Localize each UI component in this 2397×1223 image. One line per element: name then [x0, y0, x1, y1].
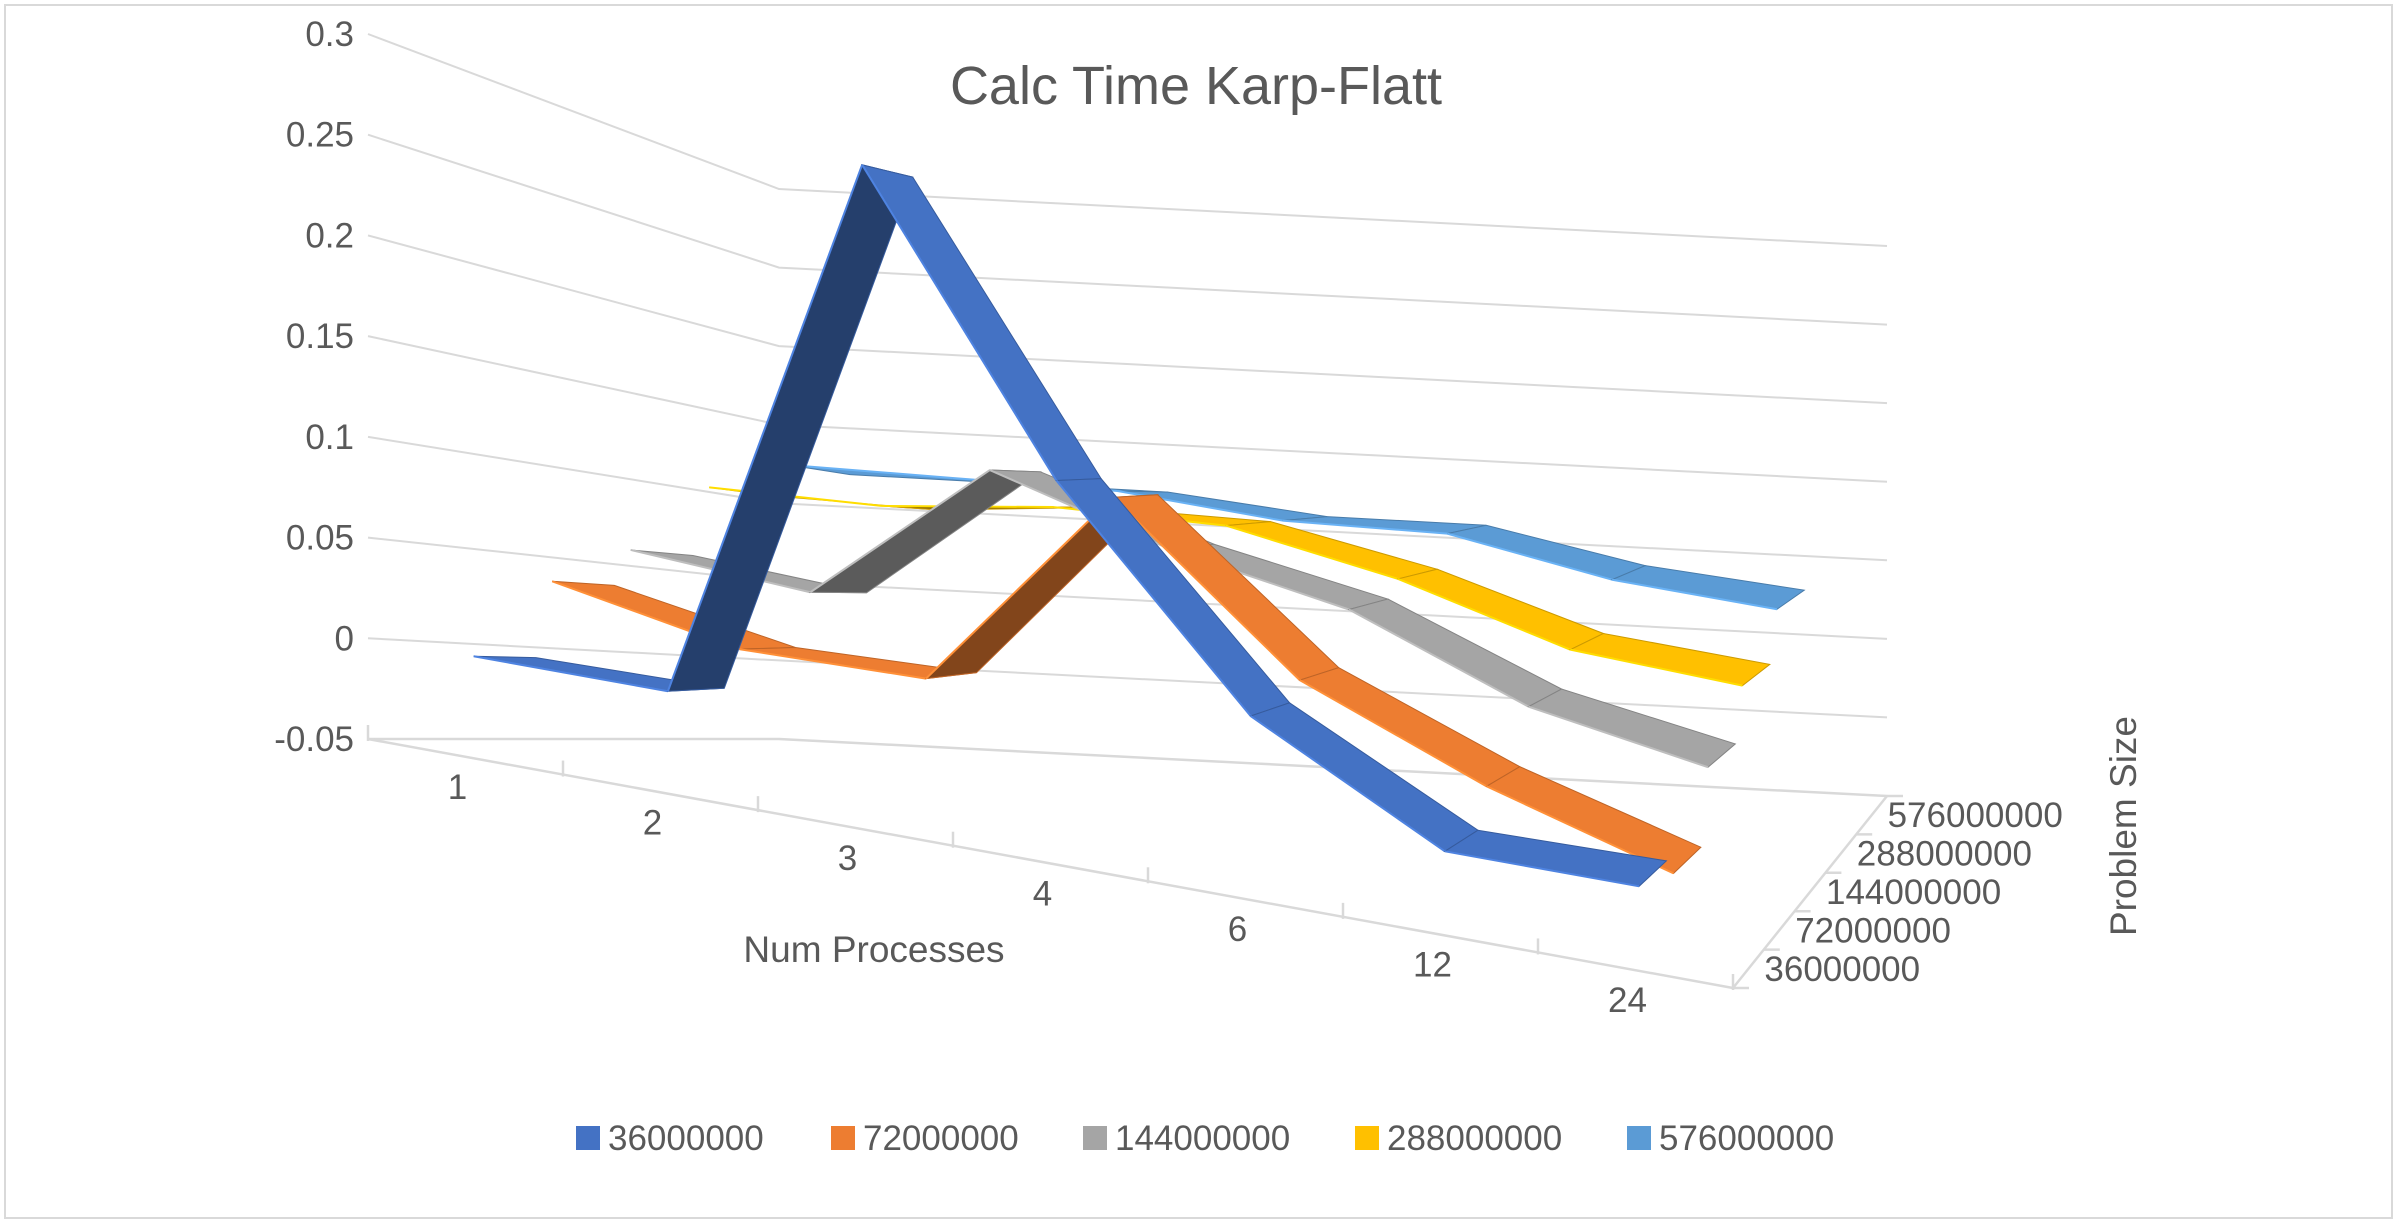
series-edge	[1570, 648, 1743, 687]
series-edge	[666, 164, 864, 692]
x-tick-label: 12	[1413, 946, 1452, 985]
series-edge	[1112, 496, 1301, 681]
legend-item: 288000000	[1355, 1119, 1562, 1158]
depth-tick-label: 288000000	[1857, 835, 2032, 874]
x-tick-label: 2	[643, 803, 662, 842]
legend-item: 72000000	[831, 1119, 1019, 1158]
series-edge	[925, 496, 1114, 680]
legend-swatch	[1083, 1126, 1107, 1150]
chart-area: Calc Time Karp-Flatt -0.05 0 0.05 0.1 0.15 0.…	[4, 4, 2393, 1219]
series-edge	[1348, 608, 1529, 708]
series-edge	[861, 164, 1058, 482]
y-tick-label: -0.05	[274, 720, 354, 759]
x-tick-label: 24	[1608, 981, 1647, 1020]
legend-swatch	[831, 1126, 855, 1150]
series-segment	[1568, 632, 1771, 687]
y-gridline	[367, 335, 1888, 483]
series-segment	[1610, 565, 1806, 610]
series-segment	[1447, 524, 1647, 581]
x-axis-title: Num Processes	[743, 929, 1004, 970]
depth-tick-label: 144000000	[1826, 873, 2001, 912]
legend-swatch	[1355, 1126, 1379, 1150]
series-edge	[1225, 524, 1399, 580]
series-edge	[1446, 532, 1613, 581]
series-ribbon	[473, 164, 1668, 888]
series-edge	[1282, 519, 1448, 535]
series-segment	[808, 469, 1042, 594]
y-tick-label: 0.1	[305, 418, 354, 457]
depth-axis-line	[1732, 795, 1888, 989]
x-axis-line	[367, 737, 1734, 990]
legend: 36000000 72000000 144000000 288000000 576000…	[576, 1119, 1834, 1158]
series-ribbon	[787, 463, 1806, 611]
legend-label: 576000000	[1659, 1119, 1834, 1158]
y-tick-label: 0.05	[286, 519, 354, 558]
y-tick-label: 0.2	[305, 216, 354, 255]
series-edge	[738, 648, 927, 680]
legend-swatch	[1627, 1126, 1651, 1150]
series-ribbons	[473, 164, 1806, 888]
gridlines	[367, 33, 1888, 798]
legend-label: 36000000	[608, 1119, 764, 1158]
chart-svg: Calc Time Karp-Flatt -0.05 0 0.05 0.1 0.15 0.…	[274, 15, 2144, 1158]
series-segment	[861, 164, 1103, 482]
y-gridline	[367, 33, 1888, 247]
x-tick-label: 6	[1228, 910, 1247, 949]
y-gridline	[367, 234, 1888, 405]
y-tick-label: 0.3	[305, 15, 354, 54]
chart-title: Calc Time Karp-Flatt	[950, 56, 1442, 116]
depth-tick-label: 576000000	[1888, 796, 2063, 835]
series-segment	[1527, 688, 1737, 768]
series-edge	[1055, 479, 1252, 717]
legend-item: 576000000	[1627, 1119, 1834, 1158]
y-tick-label: 0.25	[286, 116, 354, 155]
legend-swatch	[576, 1126, 600, 1150]
depth-axis-title: Problem Size	[2103, 716, 2144, 936]
series-edge	[1250, 715, 1446, 853]
x-tick-label: 1	[448, 768, 467, 807]
axis-labels: -0.0500.050.10.150.20.250.31234612243600…	[274, 15, 2063, 1020]
axes	[366, 725, 1903, 990]
legend-label: 144000000	[1115, 1119, 1290, 1158]
x-tick-label: 4	[1033, 875, 1052, 914]
legend-item: 36000000	[576, 1119, 764, 1158]
series-edge	[1397, 578, 1571, 651]
depth-tick-label: 72000000	[1795, 911, 1951, 950]
series-ribbon	[551, 494, 1702, 875]
y-tick-label: 0.15	[286, 317, 354, 356]
series-edge	[1299, 679, 1488, 788]
legend-label: 72000000	[863, 1119, 1019, 1158]
series-edge	[473, 655, 669, 693]
series-edge	[1611, 578, 1778, 611]
depth-tick-label: 36000000	[1764, 950, 1920, 989]
legend-label: 288000000	[1387, 1119, 1562, 1158]
series-edge	[809, 469, 991, 594]
legend-item: 144000000	[1083, 1119, 1290, 1158]
series-edge	[1528, 705, 1709, 769]
y-gridline	[367, 133, 1888, 326]
y-tick-label: 0	[335, 619, 354, 658]
x-tick-label: 3	[838, 839, 857, 878]
series-edge	[787, 463, 953, 479]
series-edge	[1444, 850, 1640, 888]
